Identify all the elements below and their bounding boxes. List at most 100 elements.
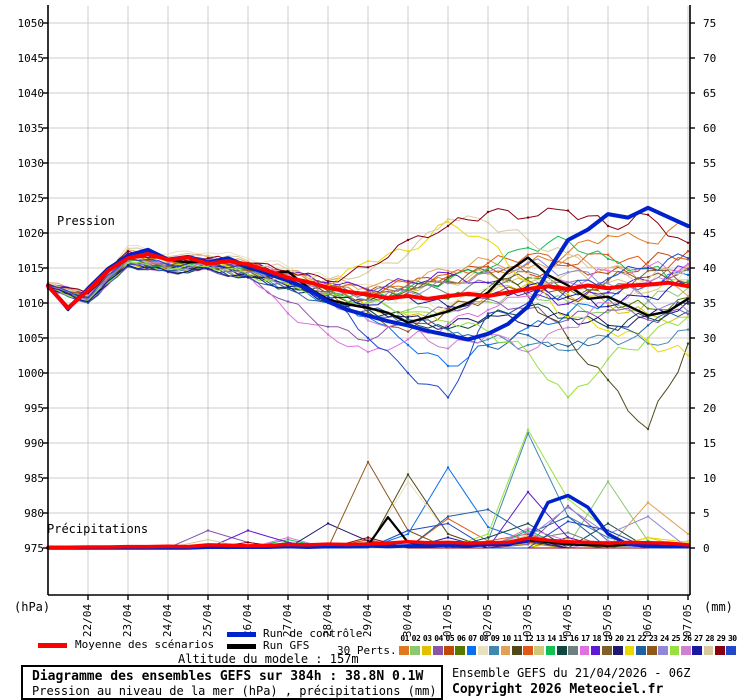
pert-color-swatch: [500, 646, 511, 655]
pert-color-swatch: [624, 646, 635, 655]
svg-text:995: 995: [24, 402, 44, 415]
svg-text:55: 55: [703, 157, 716, 170]
pert-color-swatch: [511, 646, 522, 655]
pert-number: 05: [445, 634, 455, 643]
svg-text:29/04: 29/04: [361, 604, 374, 637]
pert-number: 14: [547, 634, 556, 643]
pert-color-swatch: [590, 646, 601, 655]
svg-text:35: 35: [703, 297, 716, 310]
svg-text:22/04: 22/04: [81, 604, 94, 637]
mean-line-label: Moyenne des scénarios: [75, 638, 215, 651]
pert-color-swatch: [681, 646, 691, 655]
pert-number: 10: [502, 634, 511, 643]
pert-color-swatch: [410, 646, 420, 655]
svg-text:1020: 1020: [18, 227, 45, 240]
pert-number: 12: [524, 634, 534, 643]
copyright-text: Copyright 2026 Meteociel.fr: [452, 682, 664, 697]
run-info-text: Ensemble GEFS du 21/04/2026 - 06Z: [452, 666, 691, 680]
pert-color-swatch: [545, 646, 556, 655]
pert-number: 11: [513, 634, 522, 643]
svg-text:1045: 1045: [18, 52, 45, 65]
pert-number: 16: [569, 634, 579, 643]
chart-info-box: Diagramme des ensembles GEFS sur 384h : …: [21, 665, 443, 700]
pert-color-swatch: [703, 646, 714, 655]
svg-text:40: 40: [703, 262, 716, 275]
svg-text:985: 985: [24, 472, 44, 485]
svg-text:1035: 1035: [18, 122, 45, 135]
pert-color-swatch: [421, 646, 432, 655]
pert-number: 04: [434, 634, 443, 643]
pert-color-swatch: [692, 646, 702, 655]
pert-color-swatch: [444, 646, 454, 655]
chart-subtitle: Pression au niveau de la mer (hPa) , pré…: [32, 684, 437, 698]
pert-color-swatch: [477, 646, 488, 655]
perts-count-label: 30 Perts.: [337, 644, 397, 657]
svg-text:10: 10: [703, 472, 716, 485]
pert-color-swatch: [399, 646, 409, 655]
pert-number: 28: [705, 634, 714, 643]
pert-color-swatch: [432, 646, 443, 655]
pert-number: 24: [660, 634, 669, 643]
svg-text:65: 65: [703, 87, 716, 100]
pressure-section-label: Pression: [57, 214, 115, 228]
pert-number: 06: [456, 634, 466, 643]
svg-text:0: 0: [703, 542, 710, 555]
pert-color-swatch: [647, 646, 657, 655]
mean-line-swatch: [38, 643, 67, 648]
pert-color-swatch: [714, 646, 725, 655]
pert-number: 09: [490, 634, 500, 643]
pert-number: 25: [671, 634, 681, 643]
svg-text:26/04: 26/04: [241, 604, 254, 637]
pert-number: 17: [581, 634, 590, 643]
svg-text:27/04: 27/04: [281, 604, 294, 637]
right-axis-unit-label: (mm): [704, 600, 733, 614]
model-altitude-note: Altitude du modele : 157m: [178, 652, 359, 666]
pert-number: 22: [637, 634, 647, 643]
svg-text:05/05: 05/05: [601, 604, 614, 637]
svg-text:990: 990: [24, 437, 44, 450]
svg-text:60: 60: [703, 122, 716, 135]
svg-text:5: 5: [703, 507, 710, 520]
pert-color-swatch: [556, 646, 567, 655]
pert-color-row: [399, 646, 738, 655]
svg-text:02/05: 02/05: [481, 604, 494, 637]
pert-color-swatch: [466, 646, 477, 655]
gfs-line-swatch: [227, 644, 256, 649]
pert-color-swatch: [534, 646, 545, 655]
svg-text:1005: 1005: [18, 332, 45, 345]
pert-number: 03: [422, 634, 432, 643]
pert-color-swatch: [455, 646, 466, 655]
pert-color-swatch: [579, 646, 590, 655]
pert-number: 26: [682, 634, 692, 643]
svg-text:23/04: 23/04: [121, 604, 134, 637]
pert-color-swatch: [489, 646, 499, 655]
svg-text:25/04: 25/04: [201, 604, 214, 637]
pert-color-swatch: [635, 646, 646, 655]
control-line-label: Run de contrôle: [263, 627, 363, 640]
pert-number: 27: [694, 634, 703, 643]
svg-text:06/05: 06/05: [641, 604, 654, 637]
svg-text:1000: 1000: [18, 367, 45, 380]
pert-number: 15: [558, 634, 568, 643]
pert-number: 21: [626, 634, 635, 643]
pert-color-swatch: [568, 646, 578, 655]
svg-text:1050: 1050: [18, 17, 45, 30]
pert-number: 19: [603, 634, 613, 643]
pert-color-swatch: [613, 646, 624, 655]
svg-text:50: 50: [703, 192, 716, 205]
pert-number: 18: [592, 634, 602, 643]
svg-text:975: 975: [24, 542, 44, 555]
svg-text:1010: 1010: [18, 297, 45, 310]
svg-text:1030: 1030: [18, 157, 45, 170]
pert-number: 23: [648, 634, 658, 643]
pert-number: 20: [614, 634, 624, 643]
pert-color-swatch: [658, 646, 669, 655]
pert-color-swatch: [669, 646, 680, 655]
svg-text:07/05: 07/05: [681, 604, 694, 637]
svg-text:28/04: 28/04: [321, 604, 334, 637]
svg-text:30/04: 30/04: [401, 604, 414, 637]
pert-color-swatch: [523, 646, 533, 655]
pert-number-row: 01 02 03 04 05 06 07 08 09 10 11 12 13 14 15 16 17 18 19 20…: [399, 634, 738, 643]
control-line-swatch: [227, 632, 256, 637]
